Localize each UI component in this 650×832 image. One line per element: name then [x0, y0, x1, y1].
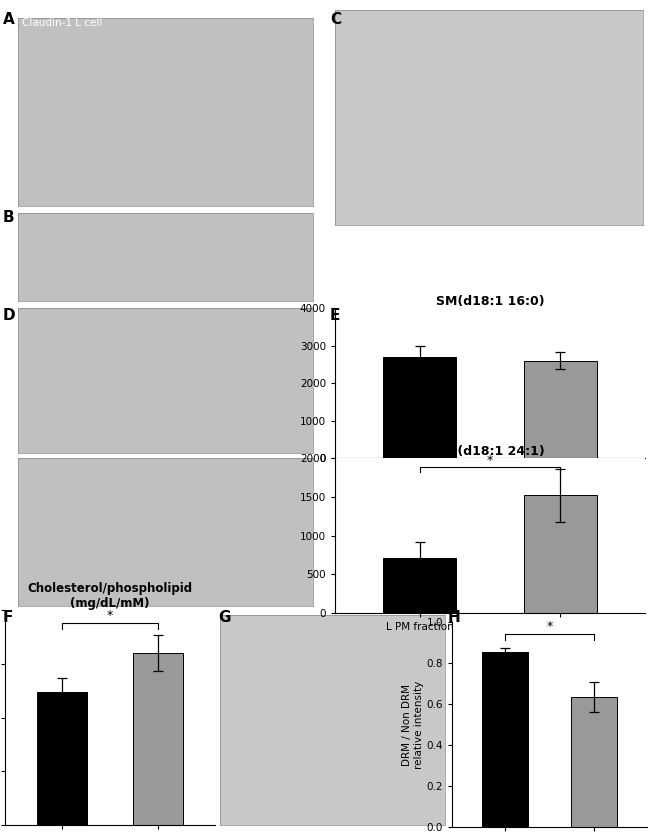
Text: G: G — [218, 610, 231, 625]
Bar — [571, 697, 617, 827]
Text: *: * — [487, 453, 493, 467]
Bar — [38, 691, 87, 825]
Text: *: * — [547, 621, 552, 633]
Text: E: E — [330, 308, 341, 323]
Text: Claudin-1 L cell: Claudin-1 L cell — [22, 18, 103, 28]
Bar — [383, 558, 456, 613]
Bar — [524, 360, 597, 458]
Text: D: D — [3, 308, 16, 323]
Title: SM(d18:1 16:0): SM(d18:1 16:0) — [436, 295, 544, 308]
Bar — [524, 495, 597, 613]
Text: H: H — [448, 610, 461, 625]
Bar — [482, 651, 528, 827]
Bar — [133, 653, 183, 825]
Text: *: * — [107, 609, 113, 622]
Title: Cholesterol/phospholipid
(mg/dL/mM): Cholesterol/phospholipid (mg/dL/mM) — [27, 582, 192, 610]
Bar — [383, 357, 456, 458]
Text: F: F — [3, 610, 14, 625]
Text: A: A — [3, 12, 15, 27]
Text: B: B — [3, 210, 14, 225]
Title: SM(d18:1 24:1): SM(d18:1 24:1) — [436, 445, 545, 458]
Y-axis label: DRM / Non DRM
relative intensity: DRM / Non DRM relative intensity — [402, 681, 424, 769]
Text: C: C — [330, 12, 341, 27]
